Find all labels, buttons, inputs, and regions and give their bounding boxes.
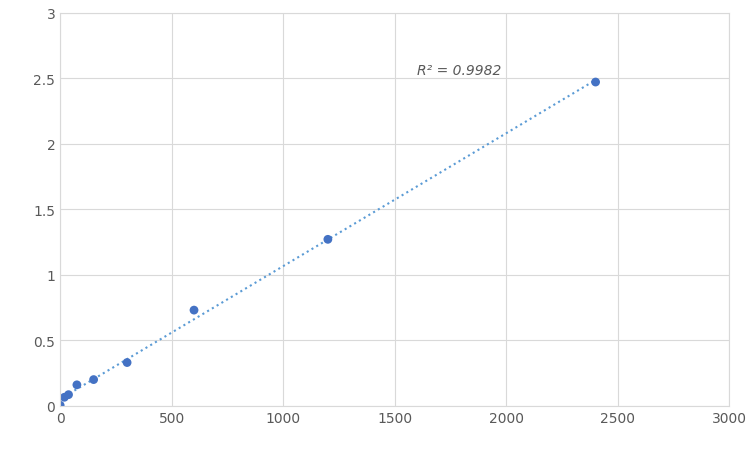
Point <box>188 307 200 314</box>
Point <box>590 79 602 87</box>
Point <box>62 391 74 398</box>
Point <box>59 394 71 401</box>
Point <box>121 359 133 366</box>
Point <box>87 376 99 383</box>
Text: R² = 0.9982: R² = 0.9982 <box>417 64 502 78</box>
Point <box>54 402 66 409</box>
Point <box>71 382 83 389</box>
Point <box>322 236 334 244</box>
